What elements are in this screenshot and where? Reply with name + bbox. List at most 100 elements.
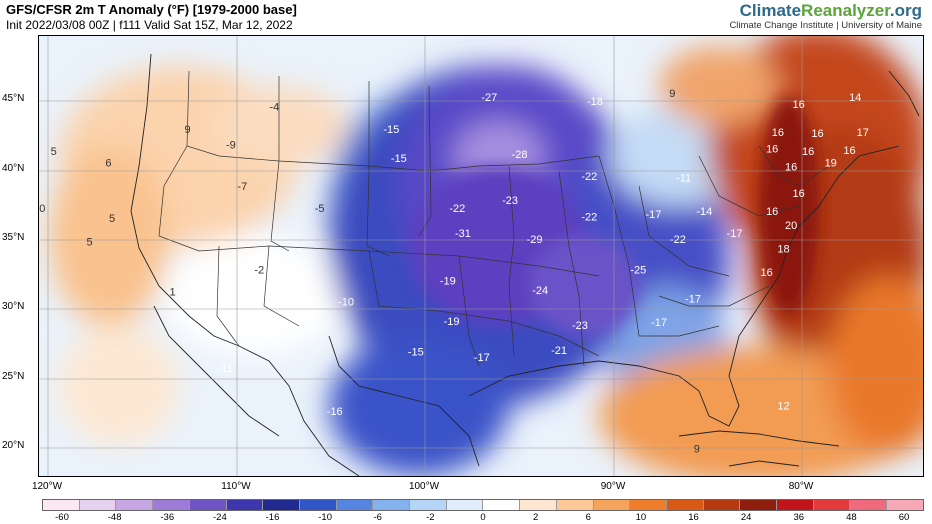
anomaly-label-16: -25 xyxy=(630,264,646,276)
graticule xyxy=(39,36,923,476)
anomaly-label-15: -17 xyxy=(727,228,743,240)
colorbar-tick-label: -10 xyxy=(318,512,332,523)
anomaly-label-7: -22 xyxy=(449,203,465,215)
lon-label-90w: 90°W xyxy=(600,481,626,492)
colorbar-tick-label: -48 xyxy=(107,512,122,523)
brand-name: ClimateReanalyzer.org xyxy=(729,1,922,21)
colorbar-swatch xyxy=(410,500,447,510)
anomaly-label-29: 16 xyxy=(792,99,804,111)
colorbar-swatch xyxy=(263,500,300,510)
colorbar-swatch xyxy=(666,500,704,510)
anomaly-label-34: 16 xyxy=(766,143,778,155)
anomaly-label-36: 16 xyxy=(843,145,855,157)
colorbar-swatch xyxy=(446,500,484,510)
anomaly-label-18: -24 xyxy=(532,285,548,297)
colorbar-tick-label: 60 xyxy=(898,512,910,523)
lat-label-40n: 40°N xyxy=(2,163,25,174)
anomaly-label-62: 1 xyxy=(169,287,175,299)
anomaly-label-12: -31 xyxy=(455,228,471,240)
anomaly-label-61: -2 xyxy=(254,264,264,276)
anomaly-label-25: -17 xyxy=(474,352,490,364)
anomaly-label-44: 12 xyxy=(777,401,789,413)
anomaly-value-labels: -27 -18 -15 -15 -28 -22 -11 -22 -23 -22 -17 -14 -31 -… xyxy=(39,88,869,456)
anomaly-label-11: -14 xyxy=(696,206,712,218)
anomaly-label-46: 9 xyxy=(669,88,675,100)
map-frame[interactable]: -27 -18 -15 -15 -28 -22 -11 -22 -23 -22 -17 -14 -31 -… xyxy=(38,35,924,477)
colorbar-swatch xyxy=(189,500,227,510)
anomaly-label-52: -4 xyxy=(269,102,279,114)
anomaly-label-57: 0 xyxy=(39,203,45,215)
colorbar-swatch xyxy=(703,500,741,510)
lon-label-110w: 110°W xyxy=(221,481,251,492)
colorbar-swatch xyxy=(226,500,264,510)
anomaly-label-55: -5 xyxy=(315,203,325,215)
anomaly-label-9: -22 xyxy=(581,212,597,224)
lon-label-120w: 120°W xyxy=(31,481,63,492)
anomaly-label-8: -23 xyxy=(502,195,518,207)
colorbar-swatch xyxy=(336,500,374,510)
anomaly-label-35: 16 xyxy=(802,146,814,158)
anomaly-label-45: 9 xyxy=(694,444,700,456)
colorbar-tick-labels: -60 -48 -36 -24 -16 -10 -6 -2 0 2 6 10 16 24 36 48 60 xyxy=(42,512,924,524)
anomaly-label-27: -11 xyxy=(218,363,233,375)
colorbar-tick-label: 10 xyxy=(635,512,647,523)
anomaly-label-31: 16 xyxy=(772,127,784,139)
colorbar-swatch xyxy=(43,500,80,510)
anomaly-label-50: 6 xyxy=(105,157,111,169)
anomaly-label-43: 16 xyxy=(760,267,772,279)
colorbar-tick-label: 0 xyxy=(480,512,486,523)
coastlines xyxy=(130,53,920,476)
anomaly-label-39: 16 xyxy=(792,188,804,200)
colorbar-swatch xyxy=(79,500,117,510)
anomaly-label-24: -15 xyxy=(408,346,424,358)
colorbar-swatch xyxy=(153,500,190,510)
anomaly-label-59: 5 xyxy=(86,237,92,249)
anomaly-label-38: 19 xyxy=(825,157,837,169)
colorbar-tick-label: 48 xyxy=(846,512,857,523)
anomaly-label-13: -29 xyxy=(527,234,543,246)
brand-logo[interactable]: ClimateReanalyzer.org Climate Change Ins… xyxy=(729,1,922,31)
colorbar-tick-label: 36 xyxy=(793,512,805,523)
colorbar-swatch xyxy=(630,500,667,510)
anomaly-label-20: -10 xyxy=(338,296,354,308)
lat-label-45n: 45°N xyxy=(2,93,25,104)
anomaly-label-32: 16 xyxy=(811,128,823,140)
brand-name-part2: Reanalyzer xyxy=(801,1,890,20)
colorbar-swatch xyxy=(373,500,411,510)
anomaly-field-core xyxy=(409,96,819,336)
map-subtitle: Init 2022/03/08 00Z | f111 Valid Sat 15Z… xyxy=(6,18,293,32)
anomaly-label-53: -9 xyxy=(226,139,236,151)
anomaly-label-22: -23 xyxy=(572,320,588,332)
anomaly-label-5: -22 xyxy=(581,171,597,183)
anomaly-label-28: -16 xyxy=(327,406,343,418)
brand-subtitle: Climate Change Institute | University of… xyxy=(729,20,922,31)
anomaly-label-37: 16 xyxy=(785,162,797,174)
anomaly-label-58: 5 xyxy=(109,213,115,225)
colorbar-swatch xyxy=(116,500,154,510)
lon-label-100w: 100°W xyxy=(408,481,440,492)
colorbar xyxy=(42,499,924,511)
colorbar-swatch xyxy=(483,500,521,510)
lat-label-30n: 30°N xyxy=(2,301,25,312)
anomaly-label-17: -19 xyxy=(440,276,456,288)
anomaly-map: -27 -18 -15 -15 -28 -22 -11 -22 -23 -22 -17 -14 -31 -… xyxy=(39,36,923,476)
colorbar-tick-label: -36 xyxy=(160,512,175,523)
colorbar-swatch xyxy=(850,500,888,510)
colorbar-swatch xyxy=(520,500,557,510)
anomaly-label-2: -15 xyxy=(383,124,399,136)
colorbar-tick-label: 6 xyxy=(585,512,591,523)
anomaly-label-33: 17 xyxy=(857,127,869,139)
map-title: GFS/CFSR 2m T Anomaly (°F) [1979-2000 ba… xyxy=(6,2,297,17)
state-borders xyxy=(158,70,830,367)
colorbar-swatch xyxy=(813,500,851,510)
lat-label-20n: 20°N xyxy=(2,440,25,451)
colorbar-tick-label: -16 xyxy=(265,512,280,523)
brand-name-part3: .org xyxy=(889,1,922,20)
anomaly-label-26: -21 xyxy=(551,345,567,357)
colorbar-swatch xyxy=(777,500,814,510)
colorbar-swatch xyxy=(299,500,337,510)
colorbar-swatch xyxy=(556,500,594,510)
colorbar-tick-label: 2 xyxy=(532,512,539,523)
brand-name-part1: Climate xyxy=(739,1,802,20)
colorbar-tick-label: -60 xyxy=(55,512,69,523)
